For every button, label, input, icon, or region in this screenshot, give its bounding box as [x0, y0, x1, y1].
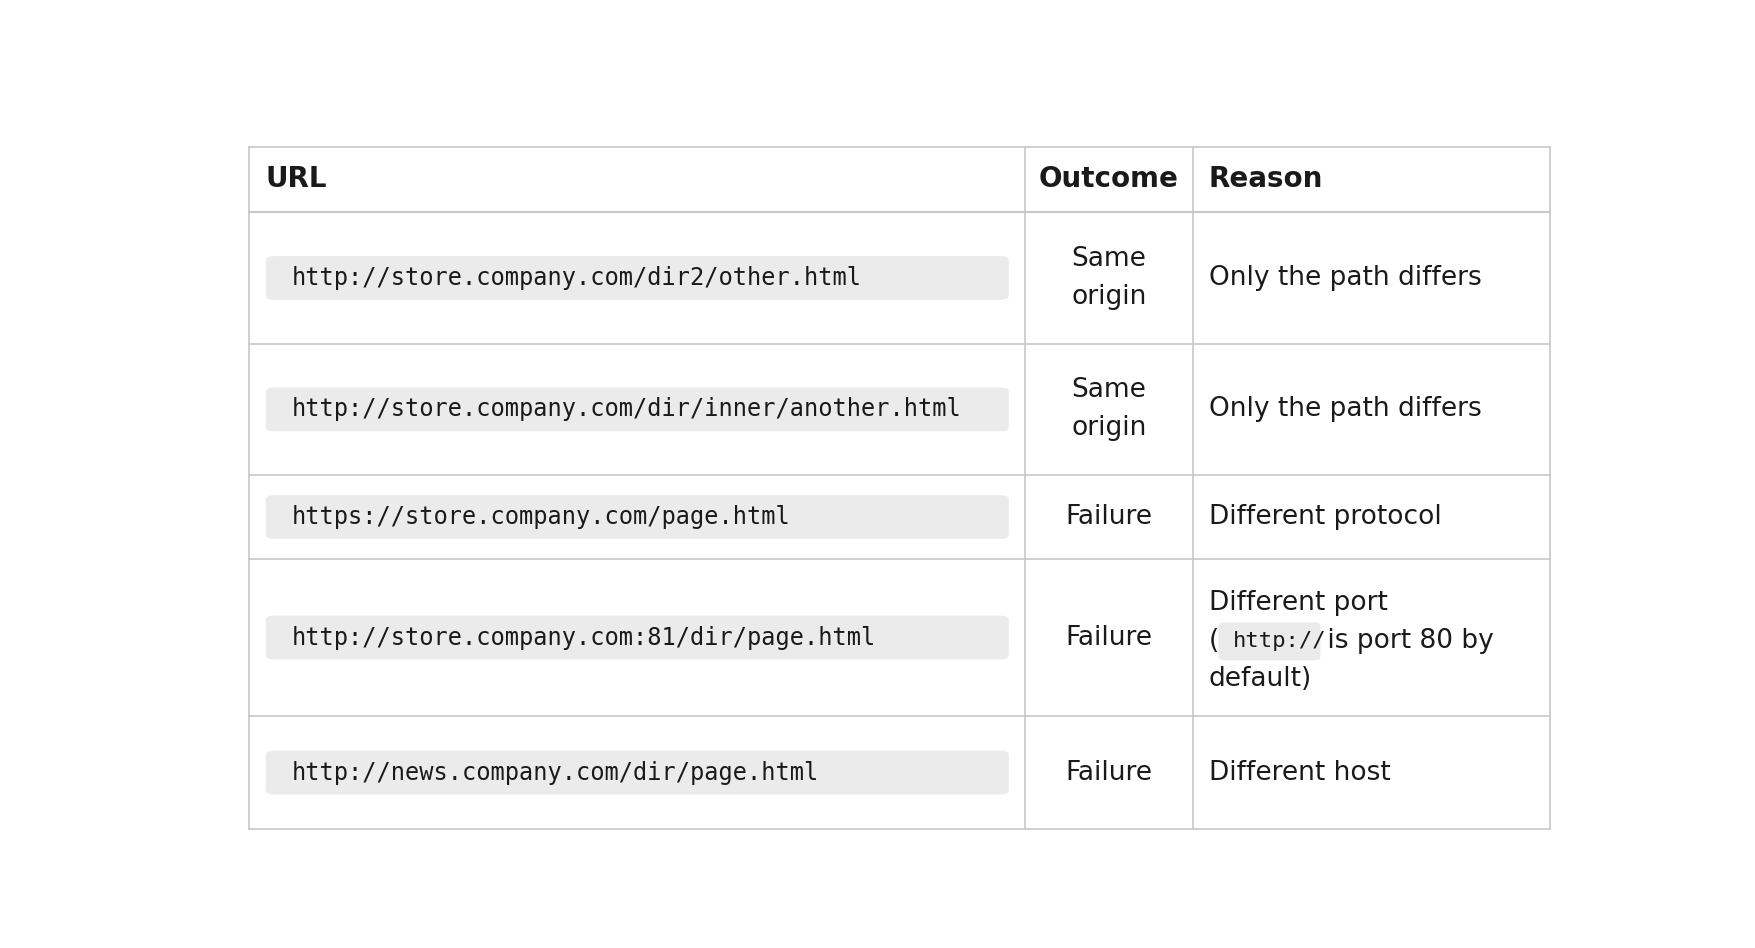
FancyBboxPatch shape: [265, 615, 1007, 660]
Text: http://store.company.com/dir2/other.html: http://store.company.com/dir2/other.html: [291, 266, 862, 290]
Text: Same
origin: Same origin: [1071, 377, 1146, 442]
Text: Only the path differs: Only the path differs: [1207, 396, 1481, 423]
Text: Failure: Failure: [1065, 504, 1151, 530]
FancyBboxPatch shape: [265, 256, 1007, 300]
Text: Only the path differs: Only the path differs: [1207, 265, 1481, 291]
Text: Outcome: Outcome: [1039, 166, 1178, 193]
Text: Failure: Failure: [1065, 759, 1151, 786]
Text: Different host: Different host: [1207, 759, 1390, 786]
Text: Failure: Failure: [1065, 625, 1151, 650]
Text: Different port: Different port: [1207, 591, 1386, 616]
Text: (: (: [1207, 629, 1218, 654]
Text: Reason: Reason: [1207, 166, 1323, 193]
Text: URL: URL: [265, 166, 326, 193]
FancyBboxPatch shape: [265, 751, 1007, 794]
Text: Same
origin: Same origin: [1071, 246, 1146, 310]
Text: http://: http://: [1232, 631, 1327, 651]
Text: https://store.company.com/page.html: https://store.company.com/page.html: [291, 505, 790, 529]
FancyBboxPatch shape: [265, 495, 1007, 539]
FancyBboxPatch shape: [265, 388, 1007, 431]
Text: default): default): [1207, 666, 1311, 692]
Text: Different protocol: Different protocol: [1207, 504, 1441, 530]
Text: http://news.company.com/dir/page.html: http://news.company.com/dir/page.html: [291, 760, 818, 785]
Text: is port 80 by: is port 80 by: [1318, 629, 1494, 654]
Text: http://store.company.com/dir/inner/another.html: http://store.company.com/dir/inner/anoth…: [291, 397, 960, 422]
FancyBboxPatch shape: [1218, 622, 1320, 660]
Text: http://store.company.com:81/dir/page.html: http://store.company.com:81/dir/page.htm…: [291, 626, 876, 649]
